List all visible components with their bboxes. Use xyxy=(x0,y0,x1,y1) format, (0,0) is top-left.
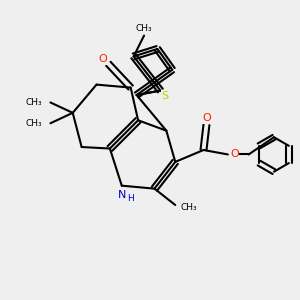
Text: O: O xyxy=(99,54,107,64)
Text: S: S xyxy=(161,91,168,101)
Text: H: H xyxy=(127,194,134,203)
Text: CH₃: CH₃ xyxy=(136,24,152,33)
Text: N: N xyxy=(118,190,126,200)
Text: O: O xyxy=(230,149,239,160)
Text: CH₃: CH₃ xyxy=(26,119,42,128)
Text: CH₃: CH₃ xyxy=(180,203,197,212)
Text: CH₃: CH₃ xyxy=(26,98,42,107)
Text: O: O xyxy=(202,113,211,123)
